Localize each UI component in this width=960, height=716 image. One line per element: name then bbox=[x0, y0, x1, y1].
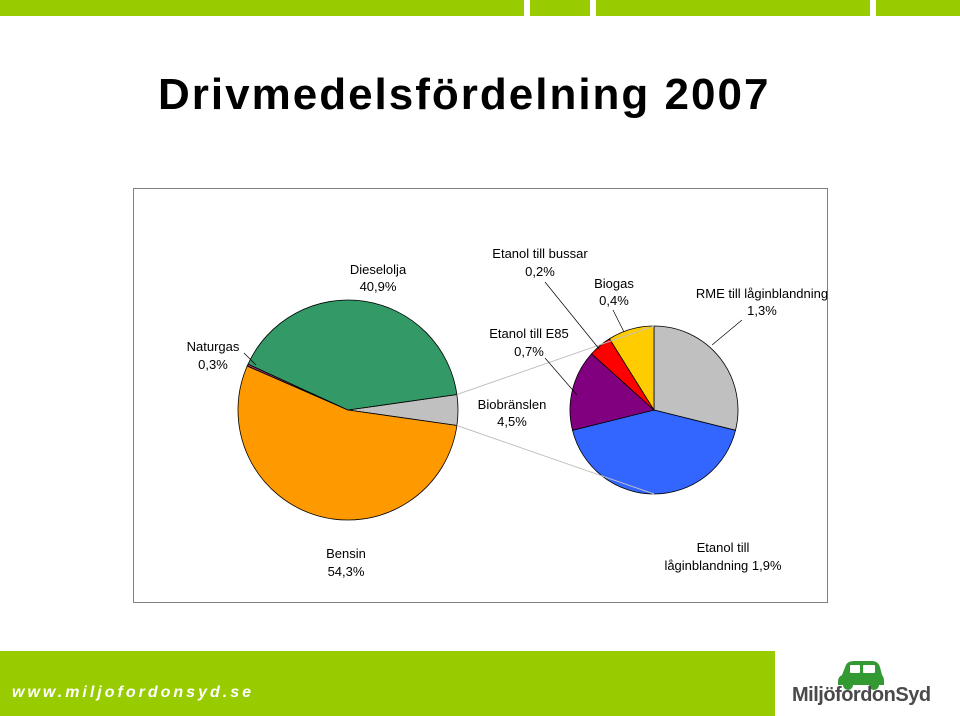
connector-line-1 bbox=[456, 325, 655, 395]
top-bar-gap bbox=[870, 0, 876, 16]
label-bensin-name: Bensin bbox=[326, 546, 366, 561]
top-bar-gap bbox=[590, 0, 596, 16]
label-bensin-value: 54,3% bbox=[328, 564, 365, 579]
label-etanol-e85-value: 0,7% bbox=[514, 344, 544, 359]
miljofordonsyd-logo bbox=[838, 661, 884, 690]
label-etanol-laginblandning-name: Etanol till bbox=[697, 540, 750, 555]
secondary-slice-etanol-till-laginblandning bbox=[572, 409, 736, 495]
main-slice-bensin bbox=[237, 365, 458, 521]
label-naturgas-name: Naturgas bbox=[187, 339, 240, 354]
label-biogas-name: Biogas bbox=[594, 276, 634, 291]
label-dieselolja-value: 40,9% bbox=[360, 279, 397, 294]
secondary-slice-rme-till-laginblandning bbox=[653, 325, 739, 431]
label-etanol-bussar-value: 0,2% bbox=[525, 264, 555, 279]
leader-lines bbox=[243, 281, 743, 396]
label-etanol-laginblandning-value: låginblandning 1,9% bbox=[664, 558, 782, 573]
label-rme-name: RME till låginblandning bbox=[696, 286, 828, 301]
label-biogas-value: 0,4% bbox=[599, 293, 629, 308]
top-bar-gap bbox=[524, 0, 530, 16]
top-accent-bar bbox=[0, 0, 960, 16]
secondary-pie bbox=[569, 325, 739, 495]
footer-bar bbox=[0, 651, 775, 716]
connector-lines bbox=[456, 325, 655, 495]
label-etanol-e85-name: Etanol till E85 bbox=[489, 326, 569, 341]
label-biobranslen-name: Biobränslen bbox=[478, 397, 547, 412]
logo-text: MiljöfordonSyd bbox=[792, 684, 931, 706]
label-naturgas-value: 0,3% bbox=[198, 357, 228, 372]
page-title: Drivmedelsfördelning 2007 bbox=[158, 70, 771, 119]
main-pie bbox=[237, 299, 459, 521]
label-biobranslen-value: 4,5% bbox=[497, 414, 527, 429]
main-slice-dieselolja bbox=[247, 299, 458, 411]
connector-line-2 bbox=[456, 425, 655, 495]
label-rme-value: 1,3% bbox=[747, 303, 777, 318]
label-etanol-bussar-name: Etanol till bussar bbox=[492, 246, 588, 261]
footer-url[interactable]: www.miljofordonsyd.se bbox=[12, 684, 254, 701]
label-dieselolja-name: Dieselolja bbox=[350, 262, 407, 277]
